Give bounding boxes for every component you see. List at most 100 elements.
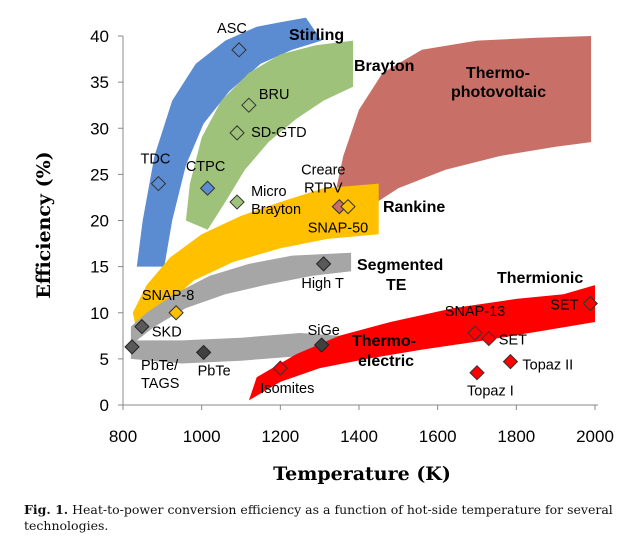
band-label-brayton: Brayton <box>354 58 414 75</box>
point-label-pbte-tags-11: PbTe/TAGS <box>141 358 179 392</box>
point-label-line: TAGS <box>141 376 179 392</box>
point-label-topaz-i-18: Topaz I <box>467 384 514 400</box>
band-label-thermionic: Thermionic <box>497 270 583 287</box>
point-micro-brayton-5 <box>229 194 245 210</box>
band-label-thermo-te: Thermo- <box>352 333 416 350</box>
point-label-line: Isomites <box>260 381 314 397</box>
point-label-line: Topaz II <box>522 358 573 374</box>
x-tick-label: 1000 <box>183 427 221 446</box>
band-rankine <box>132 183 379 332</box>
point-label-line: PbTe <box>198 363 231 379</box>
point-label-sd-gtd-2: SD-GTD <box>251 125 307 141</box>
point-snap-8-9 <box>168 305 184 321</box>
point-label-line: High T <box>301 276 344 292</box>
point-label-skd-10: SKD <box>152 325 182 341</box>
point-label-snap-13-15: SNAP-13 <box>445 304 505 320</box>
point-label-ctpc-4: CTPC <box>186 159 225 175</box>
band-label-stirling: Stirling <box>289 27 344 44</box>
band-label-photovoltaic: photovoltaic <box>451 84 546 101</box>
y-tick-label: 20 <box>90 212 109 231</box>
x-tick-label: 1400 <box>340 427 378 446</box>
point-ctpc-4 <box>199 180 216 196</box>
point-set-19 <box>582 295 598 312</box>
x-axis-title: Temperature (K) <box>273 463 451 485</box>
point-bru-1 <box>241 97 257 113</box>
x-tick-label: 2000 <box>576 427 614 446</box>
caption-prefix: Fig. 1. <box>24 502 69 517</box>
point-label-snap-50-7: SNAP-50 <box>308 221 368 237</box>
point-label-line: SiGe <box>308 323 340 339</box>
tick-labels: 0 5 10 15 20 25 30 35 40 800 1000 1200 1400 1600 1800 2… <box>90 27 614 446</box>
point-label-line: TDC <box>140 152 170 168</box>
point-label-line: Topaz I <box>467 384 514 400</box>
band-label-te: TE <box>386 277 407 294</box>
data-points: ASC BRU SD-GTD TDC CTPC Micro Brayton Creare RTP… <box>124 21 598 400</box>
point-label-line: SNAP-8 <box>142 288 194 304</box>
y-tick-label: 35 <box>90 73 109 92</box>
caption-text: Heat-to-power conversion efficiency as a… <box>24 502 613 533</box>
point-tdc-3 <box>150 175 167 192</box>
band-segmented-te <box>130 252 352 345</box>
point-label-creare-rtpv-6: Creare RTPV <box>301 163 345 197</box>
x-tick-label: 800 <box>109 427 137 446</box>
point-label-line: Brayton <box>251 202 301 218</box>
x-tick-label: 1800 <box>497 427 535 446</box>
y-tick-label: 25 <box>90 165 109 184</box>
point-topaz-i-18 <box>469 365 485 381</box>
point-pbte-12 <box>195 344 212 361</box>
point-label-asc-0: ASC <box>217 21 247 37</box>
band-brayton <box>185 40 354 230</box>
point-label-snap-8-9: SNAP-8 <box>142 288 194 304</box>
point-label-line: SD-GTD <box>251 125 307 141</box>
point-pbte-tags-11 <box>124 339 140 355</box>
point-label-line: Micro <box>251 184 286 200</box>
y-tick-label: 10 <box>90 304 109 323</box>
point-label-isomites-14: Isomites <box>260 381 314 397</box>
band-thermionic <box>248 285 595 401</box>
point-high-t-8 <box>315 256 332 272</box>
point-isomites-14 <box>272 360 289 376</box>
point-set-16 <box>481 330 497 347</box>
point-label-line: SNAP-50 <box>308 221 368 237</box>
band-stirling <box>136 17 322 267</box>
band-thermoelectric-gray <box>130 333 340 364</box>
point-label-sige-13: SiGe <box>308 323 340 339</box>
point-skd-10 <box>134 318 150 335</box>
band-label-segmented: Segmented <box>357 257 443 274</box>
figure-caption: Fig. 1. Heat-to-power conversion efficie… <box>24 502 624 534</box>
point-label-line: SET <box>499 333 527 349</box>
point-label-micro-brayton-5: Micro Brayton <box>251 184 301 218</box>
band-label-rankine: Rankine <box>383 199 445 216</box>
point-sd-gtd-2 <box>229 125 245 141</box>
point-label-topaz-ii-17: Topaz II <box>522 358 573 374</box>
x-tick-label: 1200 <box>261 427 299 446</box>
point-label-line: BRU <box>259 87 290 103</box>
y-tick-label: 30 <box>90 119 109 138</box>
band-label-electric: electric <box>358 353 414 370</box>
point-label-set-16: SET <box>499 333 527 349</box>
point-label-line: Creare <box>301 163 345 179</box>
point-asc-0 <box>231 42 247 58</box>
technology-bands <box>130 17 595 401</box>
point-label-bru-1: BRU <box>259 87 290 103</box>
y-tick-label: 5 <box>100 350 109 369</box>
y-tick-label: 40 <box>90 27 109 46</box>
band-label-thermo: Thermo- <box>466 65 530 82</box>
point-label-tdc-3: TDC <box>140 152 170 168</box>
band-thermo-photovoltaic <box>331 36 592 230</box>
point-label-line: RTPV <box>304 181 343 197</box>
efficiency-chart: 0 5 10 15 20 25 30 35 40 800 1000 1200 1400 1600 1800 2… <box>33 17 614 485</box>
point-topaz-ii-17 <box>502 353 519 370</box>
point-label-line: SET <box>550 298 578 314</box>
point-label-line: ASC <box>217 21 247 37</box>
point-label-line: SKD <box>152 325 182 341</box>
y-tick-label: 15 <box>90 258 109 277</box>
point-label-set-19: SET <box>550 298 578 314</box>
x-tick-label: 1600 <box>419 427 457 446</box>
point-label-line: CTPC <box>186 159 225 175</box>
point-label-line: SNAP-13 <box>445 304 505 320</box>
point-label-line: PbTe/ <box>141 358 179 374</box>
y-axis-title: Efficiency (%) <box>33 151 55 298</box>
point-snap-13-15 <box>467 325 483 341</box>
y-tick-label: 0 <box>100 396 109 415</box>
